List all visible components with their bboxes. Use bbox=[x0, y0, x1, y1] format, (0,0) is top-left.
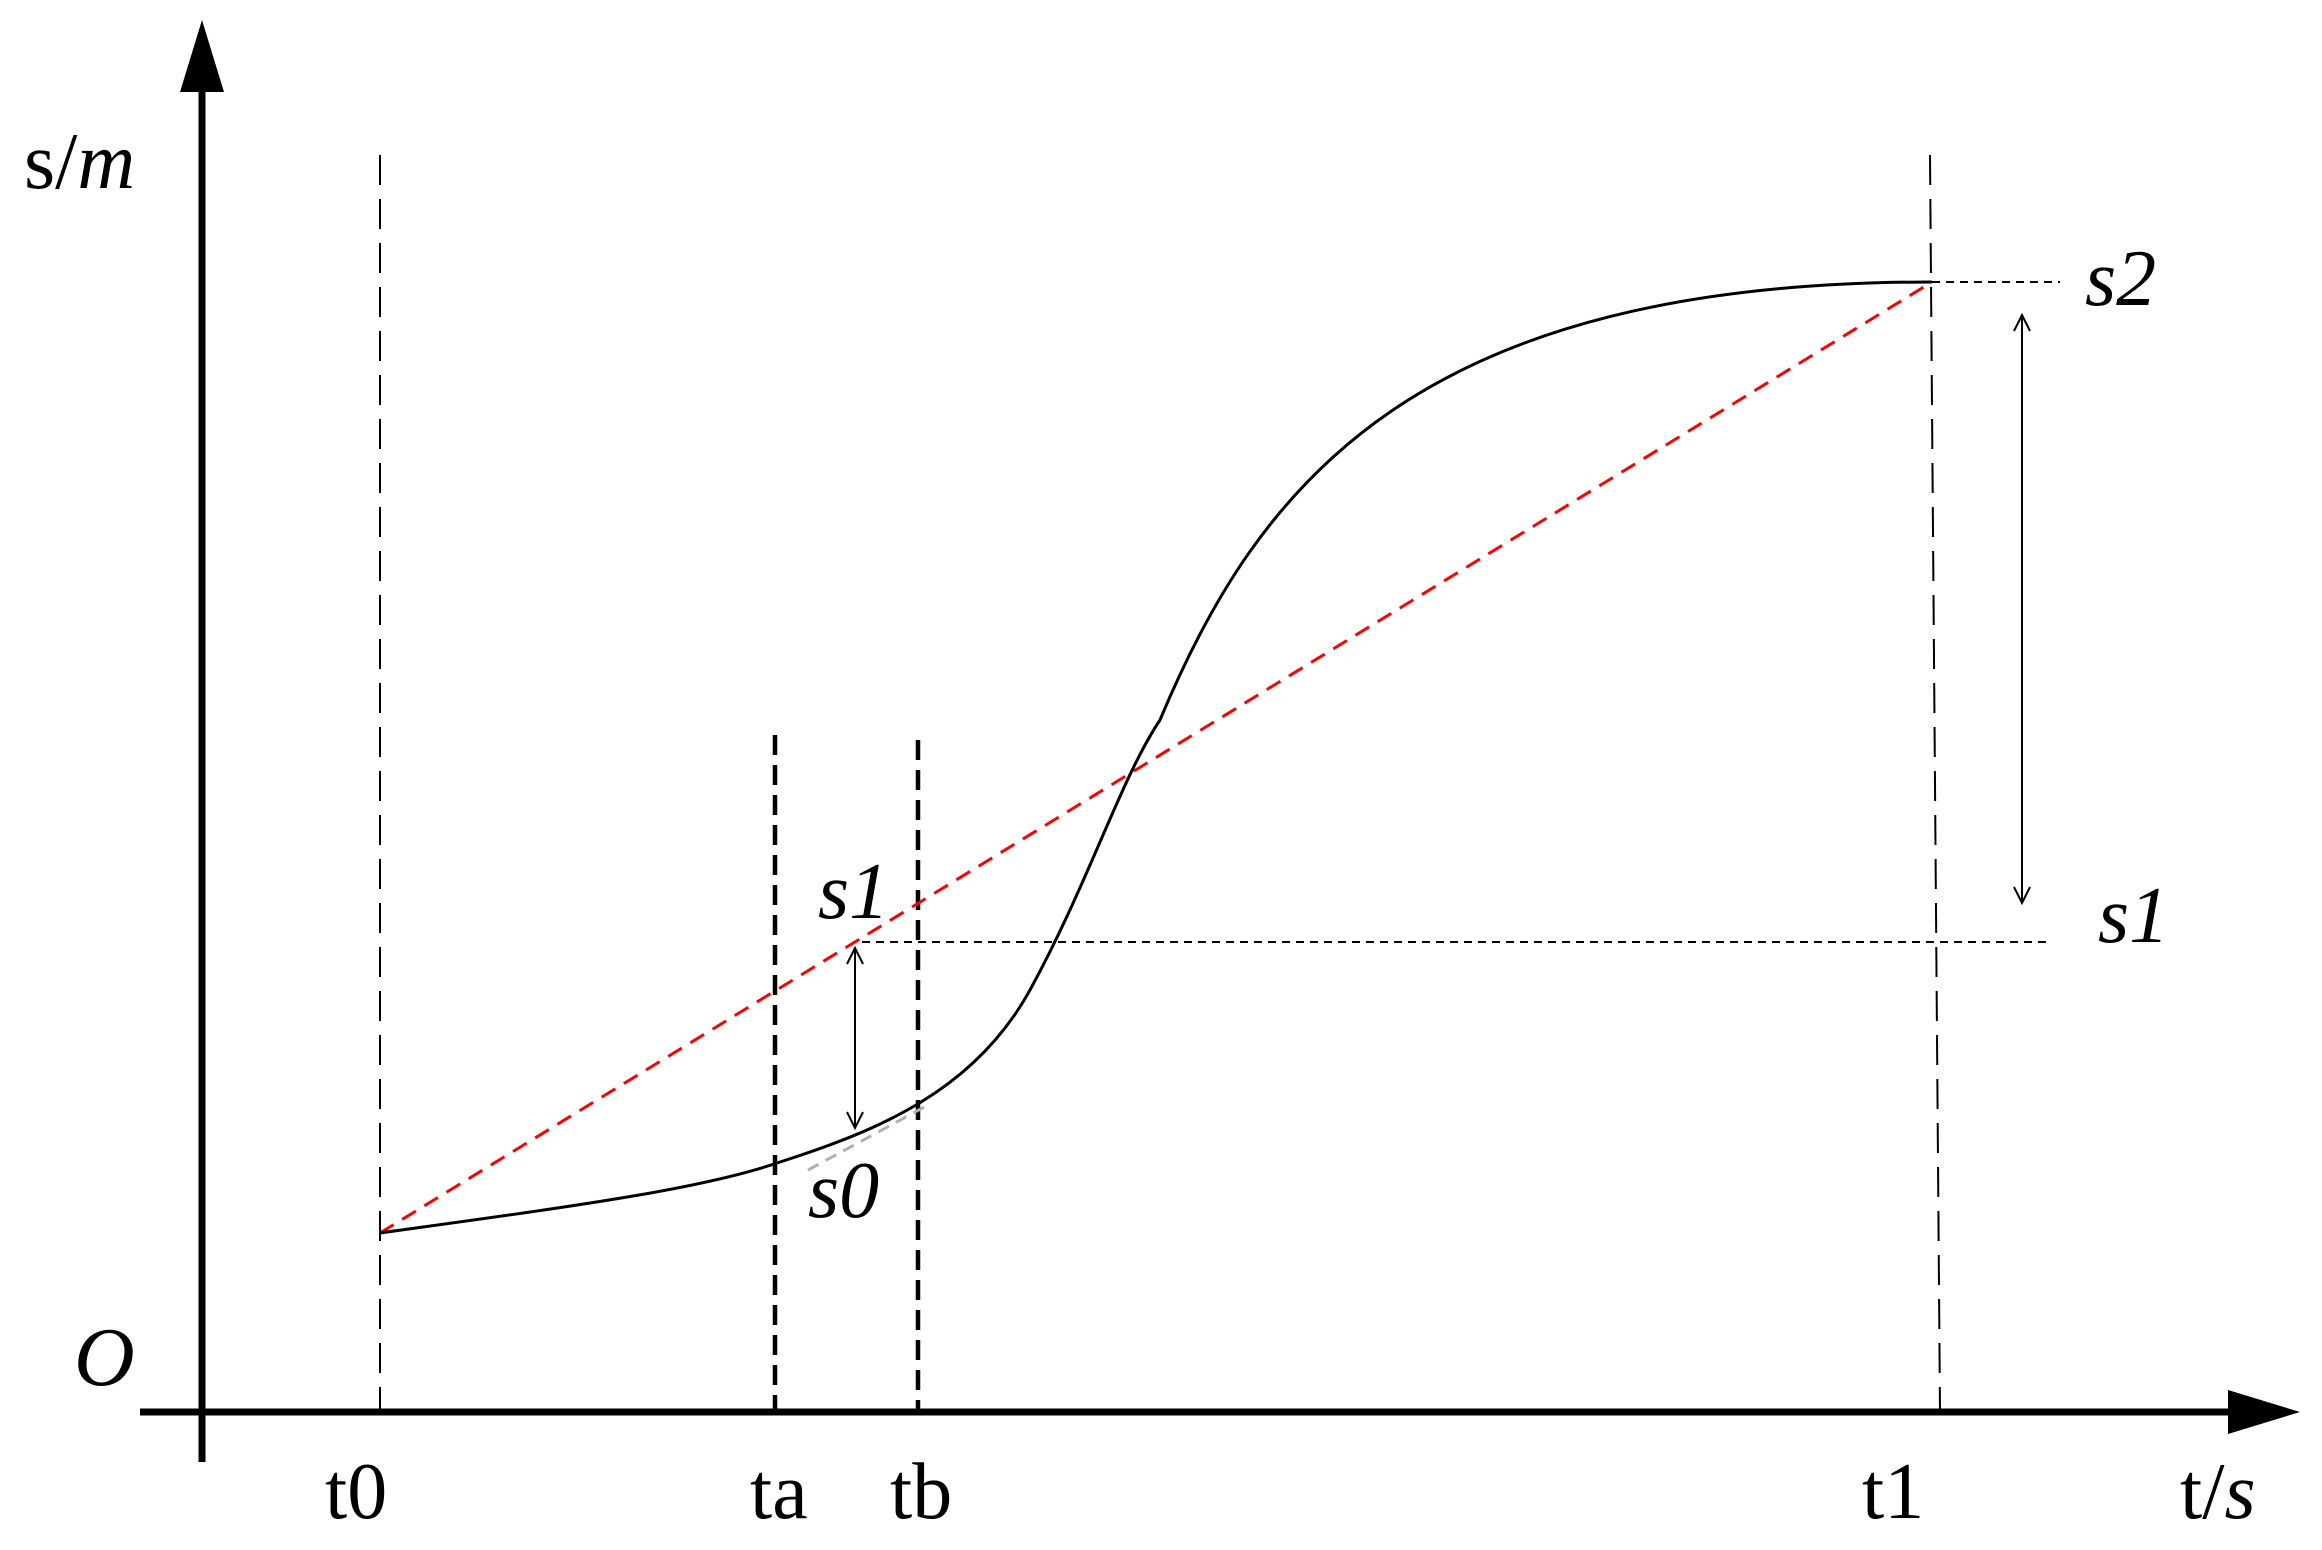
displacement-curve bbox=[379, 280, 1933, 1235]
y-axis-arrowhead bbox=[180, 20, 224, 92]
t0-label: t0 bbox=[325, 1448, 387, 1536]
ta-label: ta bbox=[750, 1448, 808, 1536]
origin-label: O bbox=[74, 1311, 135, 1404]
s0-label: s0 bbox=[808, 1147, 879, 1235]
x-axis-arrowhead bbox=[2228, 1390, 2300, 1434]
secant-line bbox=[379, 280, 1933, 1235]
t1-label: t1 bbox=[1862, 1448, 1924, 1536]
y-axis-label: s/m bbox=[24, 118, 135, 206]
t1-guide-line bbox=[1929, 154, 1941, 1413]
s1-right-label: s1 bbox=[2098, 872, 2169, 960]
s2-label: s2 bbox=[2085, 235, 2156, 323]
tangent-segment bbox=[807, 1103, 929, 1172]
tb-label: tb bbox=[890, 1448, 952, 1536]
s1-mid-label: s1 bbox=[818, 848, 889, 936]
x-axis-label: t/s bbox=[2180, 1448, 2256, 1536]
